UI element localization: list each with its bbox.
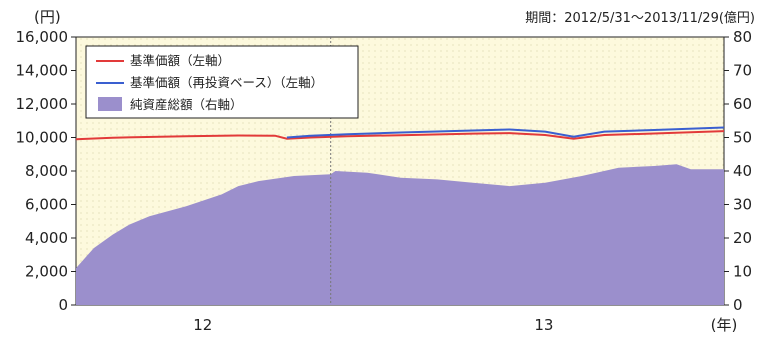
legend: 基準価額（左軸） 基準価額（再投資ベース）（左軸） 純資産総額（右軸）	[85, 45, 359, 119]
right-tick-label: 50	[733, 129, 752, 147]
left-tick-label: 12,000	[16, 95, 69, 113]
legend-label-nav-reinvested: 基準価額（再投資ベース）（左軸）	[130, 75, 323, 90]
left-tick-label: 0	[58, 296, 68, 314]
left-tick-label: 6,000	[25, 196, 68, 214]
net-assets-area	[76, 164, 724, 305]
right-tick-label: 80	[733, 28, 752, 46]
left-tick-label: 16,000	[16, 28, 69, 46]
left-tick-label: 4,000	[25, 229, 68, 247]
period-label: 期間：2012/5/31～2013/11/29(億円)	[525, 10, 755, 26]
left-tick-label: 10,000	[16, 129, 69, 147]
right-tick-label: 10	[733, 263, 752, 281]
legend-box	[85, 45, 359, 119]
right-tick-label: 70	[733, 62, 752, 80]
right-tick-label: 40	[733, 162, 752, 180]
legend-label-nav: 基準価額（左軸）	[130, 53, 230, 68]
legend-label-net-assets: 純資産総額（右軸）	[130, 97, 243, 112]
x-tick-label: 13	[534, 316, 553, 334]
left-tick-label: 2,000	[25, 263, 68, 281]
left-tick-label: 8,000	[25, 162, 68, 180]
right-tick-label: 20	[733, 229, 752, 247]
right-tick-label: 30	[733, 196, 752, 214]
right-tick-label: 0	[733, 296, 743, 314]
left-axis-unit: (円)	[34, 8, 61, 26]
x-tick-label: 12	[193, 316, 212, 334]
nav-reinvested-line	[286, 126, 724, 139]
left-tick-label: 14,000	[16, 62, 69, 80]
legend-swatch-net-assets	[98, 97, 122, 111]
right-tick-label: 60	[733, 95, 752, 113]
nav-line	[76, 130, 724, 141]
x-axis-unit: (年)	[711, 316, 738, 334]
